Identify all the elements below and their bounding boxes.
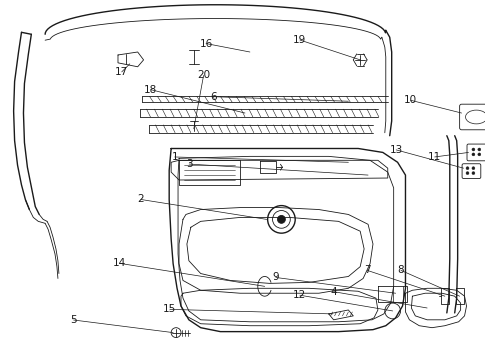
- Circle shape: [465, 167, 468, 170]
- Circle shape: [471, 153, 474, 156]
- Circle shape: [477, 148, 480, 151]
- Text: 1: 1: [171, 152, 178, 162]
- Text: 4: 4: [329, 287, 336, 297]
- Text: 2: 2: [138, 194, 144, 204]
- Text: 6: 6: [209, 92, 216, 102]
- Text: 7: 7: [363, 265, 370, 275]
- Text: 12: 12: [293, 290, 306, 300]
- Text: 13: 13: [389, 145, 402, 155]
- Text: 20: 20: [197, 71, 210, 80]
- Text: 10: 10: [403, 95, 416, 105]
- Text: 17: 17: [115, 67, 128, 77]
- Circle shape: [471, 172, 474, 175]
- Text: 8: 8: [397, 265, 404, 275]
- Text: 5: 5: [70, 315, 77, 325]
- Circle shape: [465, 172, 468, 175]
- Text: 3: 3: [185, 159, 192, 169]
- Text: 9: 9: [272, 273, 279, 283]
- Text: 19: 19: [293, 35, 306, 45]
- Text: 11: 11: [427, 152, 440, 162]
- Text: 15: 15: [163, 304, 176, 314]
- Circle shape: [471, 148, 474, 151]
- Text: 18: 18: [143, 85, 157, 95]
- Circle shape: [277, 215, 285, 223]
- Circle shape: [471, 167, 474, 170]
- Text: 14: 14: [112, 258, 126, 268]
- Text: 16: 16: [199, 39, 212, 49]
- Circle shape: [477, 153, 480, 156]
